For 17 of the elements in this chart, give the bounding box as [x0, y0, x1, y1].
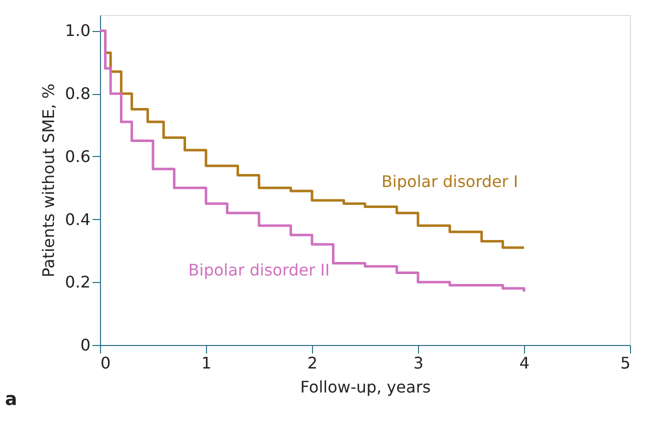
y-tick-label: 0 [80, 336, 90, 354]
y-tick-label: 0.2 [65, 272, 90, 292]
y-axis-title: Patients without SME, % [39, 84, 58, 278]
y-tick-label: 0.8 [65, 84, 90, 104]
x-tick-label: 2 [307, 354, 318, 372]
x-tick-label: 4 [519, 354, 530, 372]
x-tick-label: 1 [201, 354, 212, 372]
y-tick-label: 0.4 [65, 210, 90, 229]
y-tick-label: 0.6 [65, 146, 90, 166]
x-tick-label: 5 [620, 354, 630, 372]
series-label: Bipolar disorder II [188, 260, 330, 280]
x-axis-title: Follow-up, years [300, 378, 431, 396]
x-tick-label: 0 [100, 354, 111, 372]
y-tick-label: 1.0 [65, 21, 90, 40]
text: a [5, 389, 18, 410]
series-label: Bipolar disorder I [381, 172, 518, 191]
x-tick-label: 3 [413, 354, 424, 372]
